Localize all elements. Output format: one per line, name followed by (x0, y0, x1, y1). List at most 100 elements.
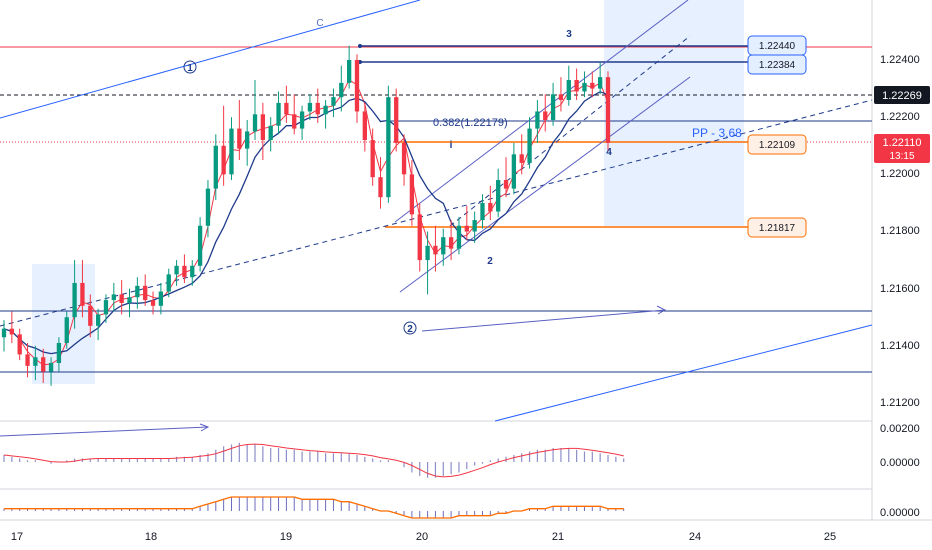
y-tick: 1.21600 (880, 283, 920, 295)
candle (213, 134, 218, 201)
candle (33, 345, 38, 381)
candle (252, 80, 258, 141)
candle-body (315, 102, 320, 115)
candle-body (205, 188, 211, 226)
y-tick: 1.21200 (880, 397, 920, 409)
candle (558, 77, 564, 112)
candle (150, 291, 156, 315)
countdown-text: 13:15 (889, 151, 914, 162)
candle (511, 142, 517, 195)
candle-body (245, 131, 250, 149)
candle-body (237, 128, 242, 149)
level-anchor (358, 44, 362, 48)
trendline-bottom[interactable] (494, 324, 873, 422)
candle-body (527, 128, 532, 163)
candle-body (346, 60, 352, 83)
wave-label-circle-1: 1 (187, 63, 193, 74)
osc1-signal-line (3, 443, 624, 478)
current-price-label (874, 134, 930, 163)
candle-body (252, 114, 258, 132)
crosshair-price-text: 1.22269 (882, 90, 922, 102)
candle (448, 220, 454, 261)
badge-122109[interactable] (747, 134, 807, 155)
badge-121817-text: 1.21817 (759, 223, 796, 234)
candle-body (299, 111, 305, 129)
candle-body (409, 174, 415, 215)
osc-arrow-head (199, 423, 210, 432)
osc-arrow-line[interactable] (0, 426, 209, 437)
candle-body (127, 297, 132, 303)
wave-label-circle-2: 2 (407, 324, 413, 335)
ma-slow-line (3, 91, 609, 355)
candle (190, 260, 195, 286)
candle (362, 102, 367, 152)
wave-circle-2 (403, 321, 417, 335)
candle (409, 160, 415, 226)
candle-body (307, 102, 313, 112)
candle (605, 71, 611, 152)
badge-122109-text: 1.22109 (759, 140, 796, 151)
candlesticks (1, 45, 611, 386)
candle-body (213, 145, 218, 189)
candle (260, 102, 266, 161)
trendline-dashed-short[interactable] (449, 35, 691, 227)
candle-body (150, 300, 156, 306)
trendline-dashed-long[interactable] (0, 99, 873, 327)
candle-body (362, 111, 367, 141)
x-tick: 17 (11, 531, 23, 543)
badge-122384[interactable] (747, 54, 807, 75)
channel-lower[interactable] (399, 76, 691, 293)
channel-upper[interactable] (394, 0, 689, 223)
candle-body (394, 97, 399, 143)
candle-body (370, 140, 375, 178)
candle (527, 117, 532, 169)
trendline-top[interactable] (0, 0, 421, 119)
candle-body (480, 202, 485, 221)
candle-body (386, 97, 391, 198)
candle-body (56, 342, 62, 363)
candle (315, 88, 320, 123)
highlight-zone-right (604, 0, 744, 226)
candle-body (441, 237, 446, 255)
candle (346, 45, 352, 89)
candle-body (197, 225, 203, 266)
x-tick: 19 (280, 531, 292, 543)
candle (9, 311, 15, 343)
candle (480, 194, 485, 229)
price-axis[interactable]: 1.22400 1.22200 1.22000 1.21800 1.21600 … (880, 54, 920, 519)
candle-body (1, 328, 7, 338)
candle-body (472, 220, 477, 232)
candle (488, 185, 493, 221)
candle (597, 62, 603, 95)
candle (433, 225, 438, 272)
candle-body (496, 180, 501, 212)
osc2-line (4, 496, 624, 519)
candle-body (456, 225, 462, 249)
x-tick: 18 (145, 531, 157, 543)
candle-body (354, 60, 360, 112)
candle (56, 337, 62, 372)
candle (95, 308, 101, 341)
candle (1, 320, 7, 352)
fib-label: 0.382(1.22179) (433, 117, 508, 129)
time-axis[interactable]: 17 18 19 20 21 24 25 (11, 531, 836, 543)
arrow-line[interactable] (421, 309, 666, 332)
candle (268, 117, 273, 152)
candle-body (582, 82, 587, 92)
candle-body (284, 102, 289, 115)
candle-body (448, 237, 454, 249)
candle (550, 82, 556, 126)
candle-body (190, 265, 195, 278)
candle-body (260, 114, 266, 141)
candle-body (17, 334, 22, 355)
candle (472, 211, 477, 243)
candle-body (174, 265, 179, 275)
badge-122384-text: 1.22384 (759, 60, 796, 71)
wave-label-2: 2 (487, 256, 493, 267)
candle (590, 71, 595, 98)
candle-body (503, 180, 509, 189)
candle-body (535, 111, 540, 129)
badge-121817[interactable] (747, 217, 807, 238)
candle (425, 231, 430, 295)
